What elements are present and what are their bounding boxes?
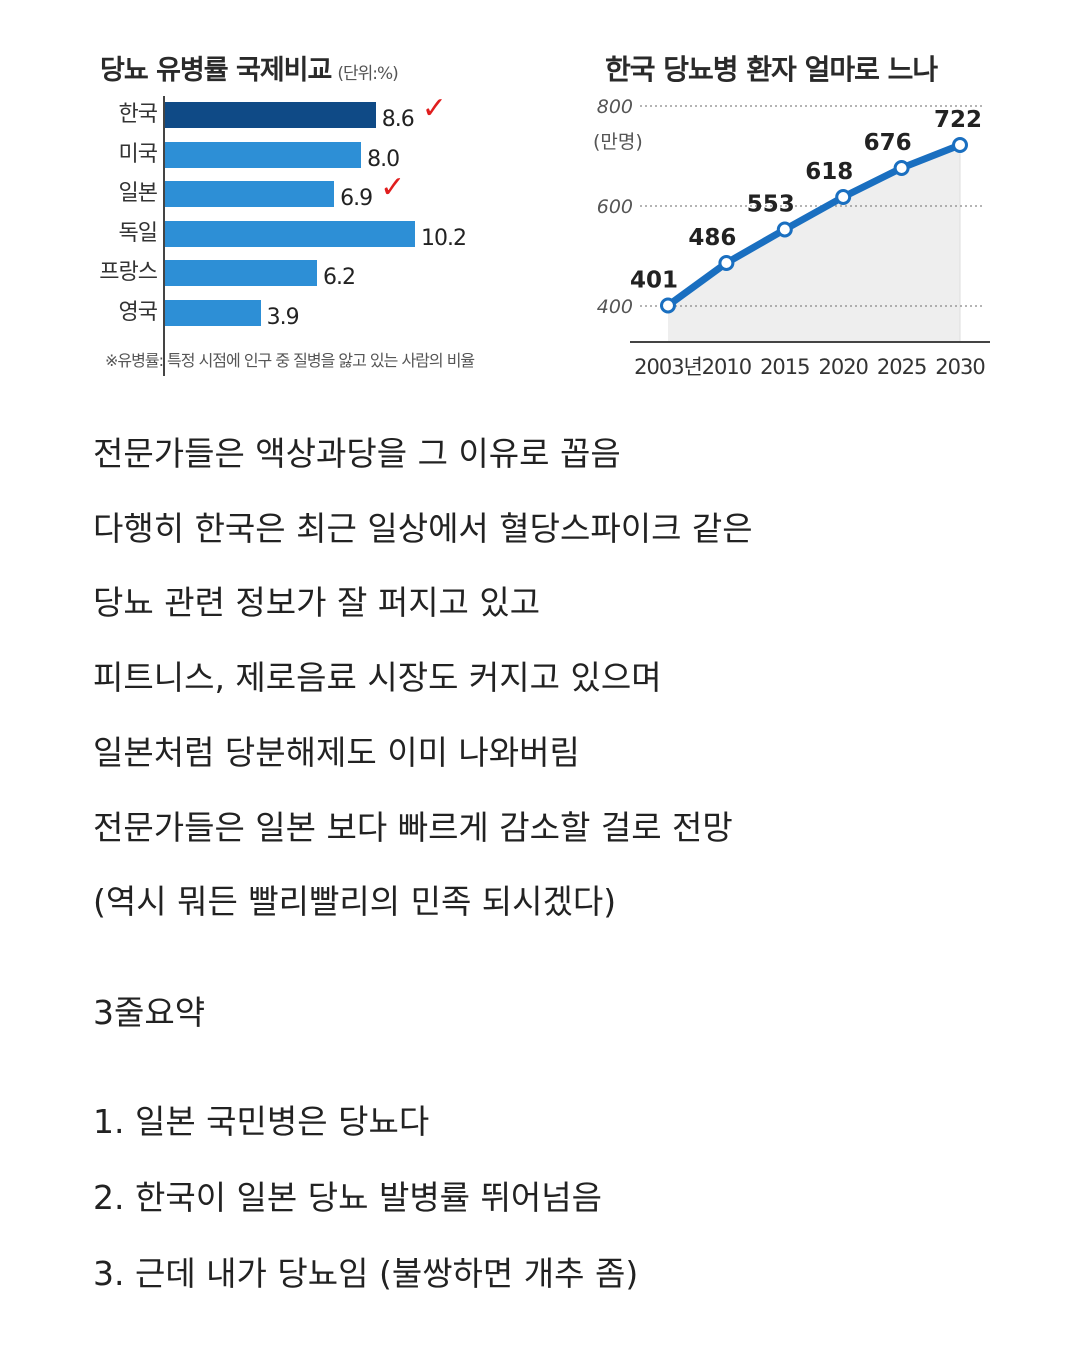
x-tick-label: 2010 bbox=[702, 355, 751, 379]
bar-row: 일본 6.9 ✓ bbox=[95, 173, 525, 212]
line-chart-title: 한국 당뇨병 환자 얼마로 느나 bbox=[605, 53, 938, 86]
bar-row: 프랑스 6.2 bbox=[95, 258, 525, 290]
paragraph-line: 전문가들은 액상과당을 그 이유로 꼽음 bbox=[93, 434, 621, 473]
bar-category-label: 일본 bbox=[118, 181, 158, 206]
bar-row: 영국 3.9 bbox=[95, 298, 525, 330]
bar-category-label: 독일 bbox=[118, 220, 158, 246]
data-point bbox=[835, 189, 852, 205]
x-tick-label: 2020 bbox=[818, 355, 867, 379]
bar-row: 독일 10.2 bbox=[95, 219, 525, 251]
paragraph-line: 피트니스, 제로음료 시장도 커지고 있으며 bbox=[93, 658, 662, 698]
data-label: 553 bbox=[747, 192, 795, 218]
bar bbox=[165, 141, 362, 168]
bar-category-label: 미국 bbox=[118, 141, 158, 167]
x-tick-label: 2030 bbox=[935, 355, 984, 379]
data-point bbox=[718, 255, 735, 271]
bar-chart-prevalence: 당뇨 유병률 국제비교 (단위:%) 한국 8.6 ✓ 미국 8.0 일본 6.9 ✓ 독일 10.… bbox=[95, 40, 525, 390]
summary-item: 1. 일본 국민병은 당뇨다 bbox=[93, 1102, 430, 1141]
x-tick-label: 2003년 bbox=[634, 355, 702, 379]
line-chart-patients: 한국 당뇨병 환자 얼마로 느나 400 600 800 (만명) 2003년 2010 2… bbox=[585, 40, 1005, 390]
summary-item: 3. 근데 내가 당뇨임 (불쌍하면 개추 좀) bbox=[93, 1254, 639, 1293]
bar-category-label: 영국 bbox=[118, 299, 158, 325]
check-icon: ✓ bbox=[380, 170, 406, 205]
paragraph-line: 당뇨 관련 정보가 잘 퍼지고 있고 bbox=[93, 583, 541, 623]
bar-row: 한국 8.6 ✓ bbox=[95, 94, 525, 133]
y-axis-unit: (만명) bbox=[593, 131, 643, 153]
data-label: 618 bbox=[805, 159, 853, 185]
bar bbox=[165, 181, 335, 207]
paragraph-line: 일본처럼 당분해제도 이미 나와버림 bbox=[93, 732, 580, 772]
data-point bbox=[660, 297, 676, 314]
bar-chart-unit: (단위:%) bbox=[337, 64, 398, 84]
summary-item: 2. 한국이 일본 당뇨 발병률 뛰어넘음 bbox=[93, 1178, 602, 1217]
bar bbox=[165, 102, 376, 128]
paragraph-line: 다행히 한국은 최근 일상에서 혈당스파이크 같은 bbox=[93, 508, 753, 548]
y-tick-label: 400 bbox=[597, 296, 633, 318]
bar-row: 미국 8.0 bbox=[95, 140, 525, 172]
bar-chart-title-text: 당뇨 유병률 국제비교 bbox=[100, 55, 332, 86]
bar bbox=[165, 220, 415, 247]
bar-value-label: 3.9 bbox=[266, 304, 300, 330]
bar-value-label: 8.0 bbox=[367, 146, 400, 172]
data-label: 401 bbox=[630, 268, 678, 294]
bar bbox=[165, 260, 317, 286]
bar-value-label: 6.9 bbox=[340, 186, 373, 211]
bar-chart-title: 당뇨 유병률 국제비교 (단위:%) bbox=[100, 48, 399, 87]
data-label: 676 bbox=[864, 130, 912, 156]
data-point bbox=[776, 221, 793, 238]
bar-chart-note: ※유병률: 특정 시점에 인구 중 질병을 앓고 있는 사람의 비율 bbox=[105, 351, 475, 370]
line-area bbox=[668, 145, 960, 342]
bar-category-label: 프랑스 bbox=[99, 260, 158, 285]
data-point bbox=[952, 137, 968, 153]
y-tick-label: 600 bbox=[597, 196, 633, 218]
x-tick-label: 2025 bbox=[877, 355, 926, 379]
bar-value-label: 6.2 bbox=[322, 265, 356, 290]
bar-value-label: 10.2 bbox=[421, 225, 467, 251]
bar-chart-axis bbox=[163, 96, 165, 376]
paragraph-line: (역시 뭐든 빨리빨리의 민족 되시겠다) bbox=[93, 882, 617, 922]
data-label: 486 bbox=[688, 225, 736, 251]
check-icon: ✓ bbox=[421, 91, 447, 126]
paragraph-line: 전문가들은 일본 보다 빠르게 감소할 걸로 전망 bbox=[93, 807, 733, 847]
data-point bbox=[893, 160, 910, 176]
bar bbox=[165, 299, 261, 326]
x-tick-label: 2015 bbox=[760, 355, 809, 379]
series-line bbox=[664, 141, 964, 309]
data-label: 722 bbox=[934, 107, 982, 133]
y-tick-label: 800 bbox=[597, 96, 633, 118]
bar-value-label: 8.6 bbox=[381, 107, 415, 132]
bar-category-label: 한국 bbox=[118, 102, 158, 127]
line-chart-svg: 400 600 800 (만명) 2003년 2010 2015 2020 2025 2030 40… bbox=[593, 96, 990, 379]
summary-title: 3줄요약 bbox=[93, 993, 206, 1032]
